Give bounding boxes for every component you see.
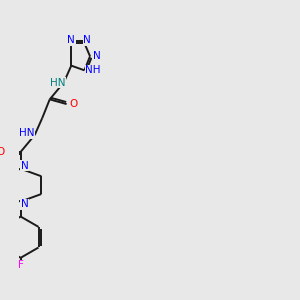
Text: N: N <box>83 35 91 45</box>
Text: N: N <box>20 161 28 171</box>
Text: N: N <box>93 51 101 61</box>
Text: F: F <box>18 260 24 270</box>
Text: NH: NH <box>85 65 100 75</box>
Text: HN: HN <box>20 128 35 138</box>
Text: O: O <box>69 99 77 109</box>
Text: N: N <box>20 200 28 209</box>
Text: HN: HN <box>50 77 66 88</box>
Text: O: O <box>0 147 4 157</box>
Text: N: N <box>68 35 75 45</box>
